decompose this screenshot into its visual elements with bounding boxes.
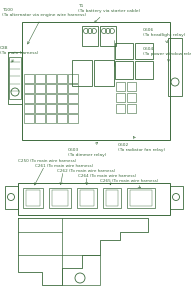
- Bar: [127, 104, 136, 113]
- Bar: [170, 186, 183, 209]
- Bar: [68, 84, 78, 93]
- Text: C264 (To main wire harness): C264 (To main wire harness): [78, 174, 136, 185]
- Bar: [35, 74, 45, 83]
- Bar: [116, 82, 125, 91]
- Bar: [46, 94, 56, 103]
- Bar: [35, 114, 45, 123]
- Text: C603
(To dimmer relay): C603 (To dimmer relay): [68, 142, 106, 157]
- Bar: [35, 94, 45, 103]
- Bar: [46, 74, 56, 83]
- Text: C265 (To main wire harness): C265 (To main wire harness): [100, 179, 158, 188]
- Bar: [18, 183, 170, 215]
- Bar: [168, 38, 182, 96]
- Bar: [62, 255, 100, 285]
- Bar: [24, 104, 34, 113]
- Bar: [46, 84, 56, 93]
- Bar: [115, 61, 133, 79]
- Text: C262 (To main wire harness): C262 (To main wire harness): [57, 169, 115, 184]
- Bar: [26, 190, 40, 206]
- Text: C602
(To radiator fan relay): C602 (To radiator fan relay): [118, 136, 165, 152]
- Text: C604
(To power window relay): C604 (To power window relay): [143, 47, 191, 62]
- Bar: [35, 84, 45, 93]
- Bar: [135, 43, 153, 59]
- Bar: [57, 84, 67, 93]
- Bar: [23, 188, 43, 208]
- Bar: [68, 94, 78, 103]
- Bar: [57, 94, 67, 103]
- Bar: [57, 114, 67, 123]
- Bar: [115, 43, 133, 59]
- Bar: [127, 188, 155, 208]
- Bar: [130, 190, 152, 206]
- Bar: [103, 188, 121, 208]
- Text: C38
(To main harness): C38 (To main harness): [0, 46, 38, 62]
- Bar: [57, 104, 67, 113]
- Bar: [135, 61, 153, 79]
- Bar: [100, 26, 116, 46]
- Bar: [46, 114, 56, 123]
- Bar: [116, 104, 125, 113]
- Bar: [52, 190, 68, 206]
- Bar: [24, 74, 34, 83]
- Bar: [68, 74, 78, 83]
- Bar: [127, 82, 136, 91]
- Bar: [8, 52, 22, 104]
- Bar: [116, 93, 125, 102]
- Bar: [35, 104, 45, 113]
- Bar: [82, 26, 98, 46]
- Bar: [94, 60, 114, 86]
- Text: T100
(To alternator via engine wire harness): T100 (To alternator via engine wire harn…: [2, 8, 86, 44]
- Bar: [46, 104, 56, 113]
- Bar: [5, 186, 18, 209]
- Bar: [68, 104, 78, 113]
- Bar: [80, 190, 94, 206]
- Text: C261 (To main wire harness): C261 (To main wire harness): [35, 164, 93, 185]
- Bar: [9, 57, 21, 99]
- Bar: [106, 190, 118, 206]
- Bar: [24, 84, 34, 93]
- Bar: [127, 93, 136, 102]
- Bar: [68, 114, 78, 123]
- Text: T1
(To battery via starter cable): T1 (To battery via starter cable): [78, 4, 140, 22]
- Bar: [24, 114, 34, 123]
- Bar: [49, 188, 71, 208]
- Text: C606
(To headlight relay): C606 (To headlight relay): [143, 28, 185, 43]
- Bar: [22, 22, 170, 140]
- Text: C250 (To main wire harness): C250 (To main wire harness): [18, 159, 76, 185]
- Bar: [24, 94, 34, 103]
- Bar: [57, 74, 67, 83]
- Bar: [72, 60, 92, 86]
- Bar: [77, 188, 97, 208]
